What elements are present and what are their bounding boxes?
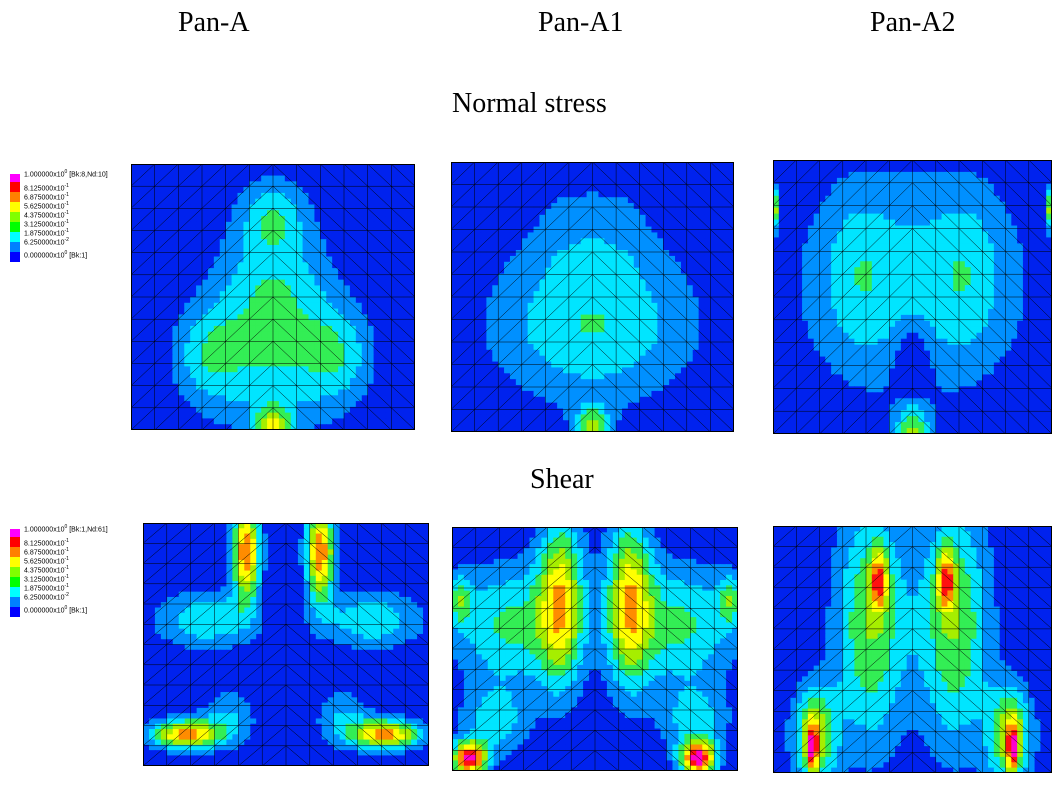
legend-level-label: 4.375000x10-1 — [24, 210, 69, 220]
color-scale-bar — [10, 529, 20, 617]
contour-plot — [452, 527, 738, 771]
legend-level-label: 5.625000x10-1 — [24, 201, 69, 211]
color-scale-legend-shear: 1.000000x100 [Bk:1,Nd:61] 8.125000x10-1 … — [10, 523, 140, 648]
legend-level-label: 1.875000x10-1 — [24, 228, 69, 238]
shear-contour-pan-a1 — [452, 527, 738, 771]
legend-min-label: 0.000000x100 [Bk:1] — [24, 605, 88, 615]
normal-stress-contour-pan-a — [131, 164, 415, 430]
color-scale-legend-normal: 1.000000x100 [Bk:8,Nd:10] 8.125000x10-1 … — [10, 168, 136, 293]
contour-plot — [451, 162, 734, 432]
legend-level-label: 3.125000x10-1 — [24, 574, 69, 584]
legend-level-label: 8.125000x10-1 — [24, 538, 69, 548]
color-scale-bar — [10, 174, 20, 262]
row-title-normal-stress: Normal stress — [452, 88, 607, 119]
normal-stress-contour-pan-a2 — [773, 160, 1052, 434]
legend-max-label: 1.000000x100 [Bk:8,Nd:10] — [24, 169, 108, 179]
legend-level-label: 5.625000x10-1 — [24, 556, 69, 566]
column-title-pan-a2: Pan-A2 — [870, 7, 956, 38]
shear-contour-pan-a — [143, 523, 429, 766]
legend-min-label: 0.000000x100 [Bk:1] — [24, 250, 88, 260]
legend-level-label: 6.250000x10-2 — [24, 237, 69, 247]
legend-level-label: 3.125000x10-1 — [24, 219, 69, 229]
legend-level-label: 1.875000x10-1 — [24, 583, 69, 593]
legend-level-label: 6.875000x10-1 — [24, 192, 69, 202]
contour-plot — [131, 164, 415, 430]
legend-level-label: 6.875000x10-1 — [24, 547, 69, 557]
legend-max-label: 1.000000x100 [Bk:1,Nd:61] — [24, 524, 108, 534]
column-title-pan-a1: Pan-A1 — [538, 7, 624, 38]
contour-plot — [143, 523, 429, 766]
legend-level-label: 6.250000x10-2 — [24, 592, 69, 602]
legend-level-label: 4.375000x10-1 — [24, 565, 69, 575]
normal-stress-contour-pan-a1 — [451, 162, 734, 432]
row-title-shear: Shear — [530, 464, 594, 495]
legend-level-label: 8.125000x10-1 — [24, 183, 69, 193]
contour-plot — [773, 160, 1052, 434]
shear-contour-pan-a2 — [773, 526, 1052, 773]
contour-plot — [773, 526, 1052, 773]
column-title-pan-a: Pan-A — [178, 7, 250, 38]
